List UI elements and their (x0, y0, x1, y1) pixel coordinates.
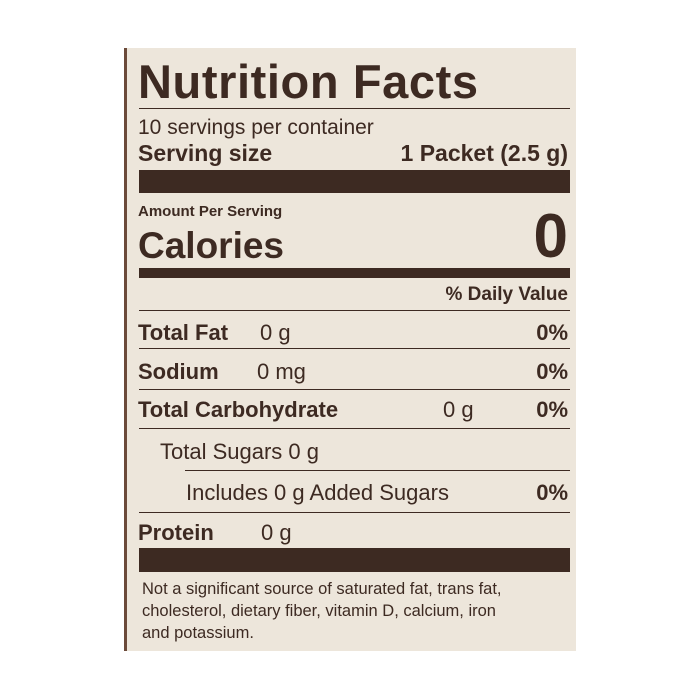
thick-divider (139, 548, 570, 572)
divider (139, 428, 570, 429)
label-title: Nutrition Facts (138, 55, 479, 108)
nutrient-amount: 0 g (261, 520, 292, 545)
nutrition-facts-label: Nutrition Facts 10 servings per containe… (124, 48, 576, 651)
nutrient-dv: 0% (536, 397, 568, 422)
calories-value: 0 (533, 202, 568, 271)
footnote-line: cholesterol, dietary fiber, vitamin D, c… (142, 602, 496, 620)
nutrient-dv: 0% (536, 320, 568, 345)
nutrient-amount: 0 g (260, 320, 291, 345)
daily-value-header: % Daily Value (445, 284, 568, 305)
divider (139, 310, 570, 311)
divider (139, 108, 570, 109)
divider (139, 389, 570, 390)
calories-label: Calories (138, 225, 285, 266)
nutrient-dv: 0% (536, 480, 568, 505)
thick-divider (139, 170, 570, 193)
nutrient-amount: 0 mg (257, 359, 306, 384)
nutrient-name: Total Fat (138, 320, 229, 345)
divider (139, 348, 570, 349)
footnote-line: and potassium. (142, 624, 254, 642)
divider (139, 512, 570, 513)
amount-per-serving: Amount Per Serving (138, 203, 283, 220)
serving-size-label: Serving size (138, 140, 273, 166)
servings-per-container: 10 servings per container (138, 116, 374, 139)
nutrient-name: Total Carbohydrate (138, 397, 339, 422)
divider (185, 470, 570, 471)
serving-size-value: 1 Packet (2.5 g) (400, 140, 568, 166)
nutrient-dv: 0% (536, 359, 568, 384)
footnote-line: Not a significant source of saturated fa… (142, 580, 502, 598)
nutrient-amount: 0 g (443, 397, 474, 422)
nutrient-name: Includes 0 g Added Sugars (186, 480, 449, 505)
nutrient-name: Protein (138, 520, 214, 545)
medium-divider (139, 268, 570, 278)
nutrient-row-total-sugars: Total Sugars 0 g (160, 439, 319, 464)
nutrient-name: Sodium (138, 359, 219, 384)
